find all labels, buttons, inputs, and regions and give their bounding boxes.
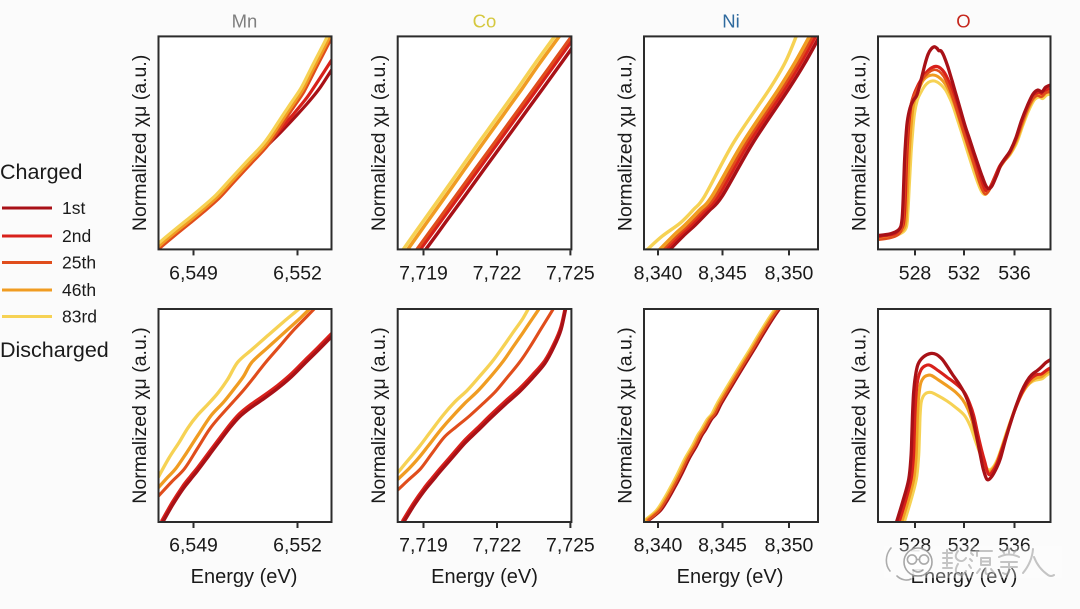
- svg-text:8,350: 8,350: [765, 263, 814, 285]
- svg-text:83rd: 83rd: [62, 307, 97, 327]
- svg-text:8,340: 8,340: [634, 263, 683, 285]
- svg-text:7,725: 7,725: [546, 535, 595, 557]
- svg-text:Discharged: Discharged: [0, 338, 109, 362]
- svg-text:Energy (eV): Energy (eV): [677, 566, 784, 588]
- svg-text:8,345: 8,345: [698, 263, 747, 285]
- svg-text:Mn: Mn: [232, 11, 258, 32]
- svg-text:Co: Co: [473, 11, 497, 32]
- svg-text:O: O: [956, 11, 970, 32]
- svg-text:Energy (eV): Energy (eV): [191, 566, 298, 588]
- svg-text:Normalized χμ (a.u.): Normalized χμ (a.u.): [615, 327, 637, 503]
- svg-text:532: 532: [948, 535, 981, 557]
- svg-text:7,719: 7,719: [399, 263, 448, 285]
- svg-text:Ni: Ni: [722, 11, 739, 32]
- svg-text:8,340: 8,340: [634, 535, 683, 557]
- svg-text:6,552: 6,552: [273, 535, 322, 557]
- svg-text:536: 536: [998, 263, 1031, 285]
- svg-text:Normalized χμ (a.u.): Normalized χμ (a.u.): [615, 55, 637, 231]
- svg-text:7,722: 7,722: [473, 535, 522, 557]
- svg-text:Normalized χμ (a.u.): Normalized χμ (a.u.): [129, 327, 151, 503]
- svg-text:Normalized χμ (a.u.): Normalized χμ (a.u.): [368, 55, 390, 231]
- svg-text:7,725: 7,725: [546, 263, 595, 285]
- svg-text:Normalized χμ (a.u.): Normalized χμ (a.u.): [129, 55, 151, 231]
- svg-text:Energy (eV): Energy (eV): [911, 566, 1018, 588]
- svg-text:Normalized χμ (a.u.): Normalized χμ (a.u.): [849, 55, 871, 231]
- svg-text:536: 536: [998, 535, 1031, 557]
- svg-text:8,350: 8,350: [765, 535, 814, 557]
- svg-text:6,549: 6,549: [169, 263, 218, 285]
- svg-text:6,549: 6,549: [169, 535, 218, 557]
- svg-text:46th: 46th: [62, 280, 96, 300]
- svg-text:2nd: 2nd: [62, 226, 91, 246]
- svg-text:1st: 1st: [62, 198, 85, 218]
- svg-text:Energy (eV): Energy (eV): [431, 566, 538, 588]
- svg-text:7,719: 7,719: [399, 535, 448, 557]
- svg-text:6,552: 6,552: [273, 263, 322, 285]
- svg-text:8,345: 8,345: [698, 535, 747, 557]
- svg-text:532: 532: [948, 263, 981, 285]
- svg-text:25th: 25th: [62, 253, 96, 273]
- svg-text:528: 528: [899, 263, 932, 285]
- svg-text:Normalized χμ (a.u.): Normalized χμ (a.u.): [849, 327, 871, 503]
- svg-text:Charged: Charged: [0, 160, 82, 184]
- svg-text:Normalized χμ (a.u.): Normalized χμ (a.u.): [368, 327, 390, 503]
- svg-text:7,722: 7,722: [473, 263, 522, 285]
